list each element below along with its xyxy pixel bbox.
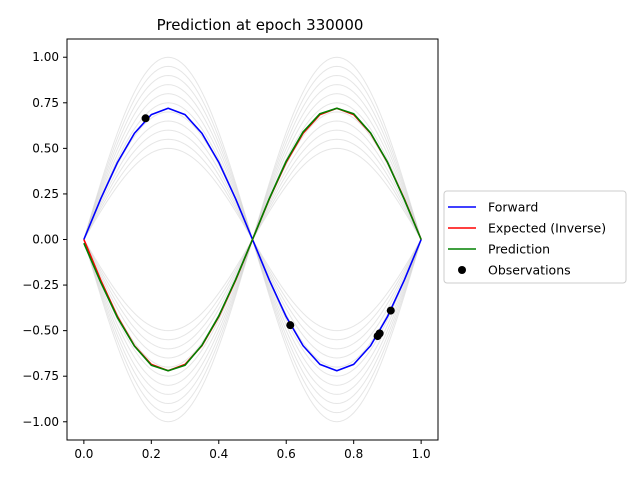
y-tick-label: 0.00 [32, 233, 59, 247]
legend-label-prediction: Prediction [488, 242, 550, 257]
x-tick-label: 1.0 [412, 447, 431, 461]
series-line-prediction [83, 107, 422, 372]
y-tick-label: 1.00 [32, 50, 59, 64]
y-tick-label: 0.75 [32, 96, 59, 110]
series-lines [83, 107, 422, 372]
x-tick-label: 0.0 [74, 447, 93, 461]
observation-point [141, 114, 150, 123]
legend-label-observations: Observations [488, 263, 571, 278]
x-tick-label: 0.8 [344, 447, 363, 461]
y-tick-label: −0.50 [22, 324, 59, 338]
observation-points [141, 114, 395, 341]
x-axis: 0.0 0.2 0.4 0.6 0.8 1.0 [74, 440, 431, 461]
legend: Forward Expected (Inverse) Prediction Obser… [443, 190, 627, 284]
y-tick-label: 0.25 [32, 187, 59, 201]
x-tick-label: 0.6 [277, 447, 296, 461]
legend-box [443, 190, 627, 284]
x-tick-label: 0.2 [142, 447, 161, 461]
observation-point [386, 306, 395, 315]
legend-label-expected-inverse: Expected (Inverse) [488, 221, 606, 236]
observation-point [286, 321, 295, 330]
legend-label-forward: Forward [488, 200, 538, 215]
observation-point [375, 329, 384, 338]
y-axis: −1.00 −0.75 −0.50 −0.25 0.00 0.25 0.50 0.75 1.00 [22, 50, 67, 429]
legend-marker-observations [458, 266, 466, 274]
y-tick-label: −1.00 [22, 415, 59, 429]
chart-title: Prediction at epoch 330000 [157, 16, 364, 34]
y-tick-label: −0.75 [22, 369, 59, 383]
x-tick-label: 0.4 [209, 447, 228, 461]
y-tick-label: −0.25 [22, 278, 59, 292]
y-tick-label: 0.50 [32, 141, 59, 155]
